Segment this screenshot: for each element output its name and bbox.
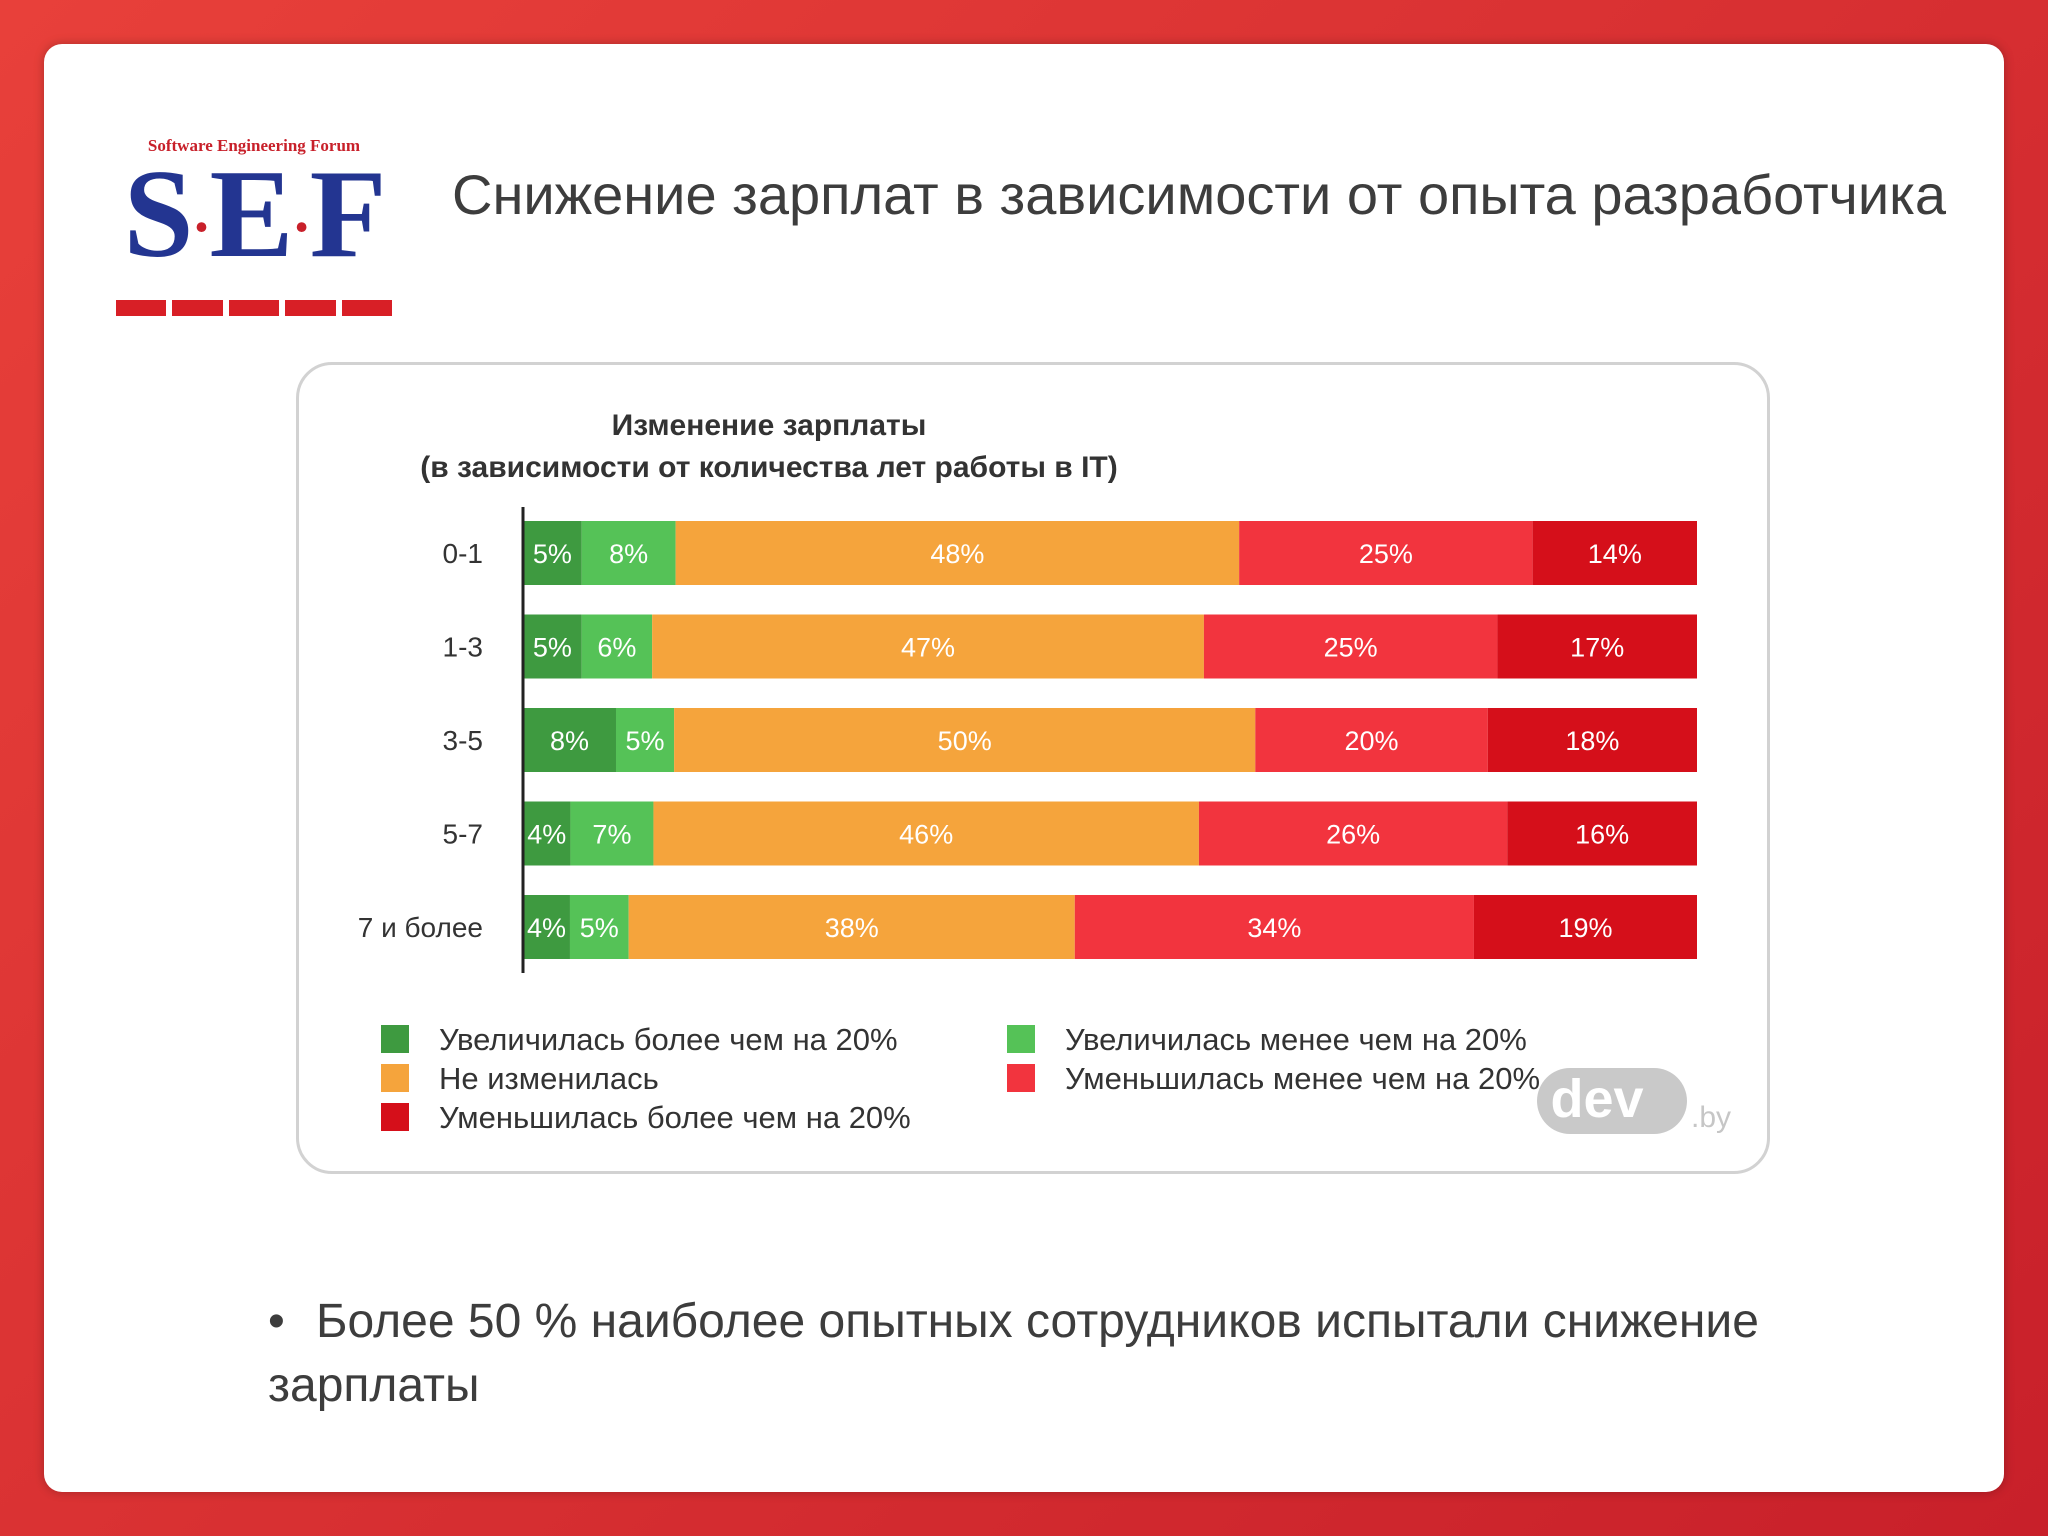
logo-letter-e: E: [209, 145, 294, 284]
bar-label-1-3-series-3: 47%: [901, 633, 955, 663]
bar-segment-0-1-series-5: [1532, 521, 1697, 585]
stacked-bar-chart: Изменение зарплаты (в зависимости от коли…: [358, 409, 1731, 1135]
legend-swatch-5: [381, 1103, 409, 1131]
legend-swatch-2: [1007, 1025, 1035, 1053]
legend-label-2: Увеличилась менее чем на 20%: [1065, 1022, 1527, 1057]
logo-letter-f: F: [309, 145, 387, 284]
legend-swatch-4: [1007, 1064, 1035, 1092]
legend-label-5: Уменьшилась более чем на 20%: [439, 1100, 911, 1135]
bar-label-1-3-series-5: 17%: [1570, 633, 1624, 663]
bar-label-1-3-series-4: 25%: [1324, 633, 1378, 663]
bar-segment-5-7-series-3: [653, 801, 1199, 866]
bar-segment-7-и-более-series-1: [523, 895, 570, 959]
bar-label-5-7-series-1: 4%: [527, 820, 566, 850]
bar-label-7-и-более-series-2: 5%: [580, 913, 619, 943]
logo-stripe: [116, 300, 393, 316]
bar-segment-1-3-series-1: [523, 614, 582, 679]
bar-segment-7-и-более-series-5: [1473, 895, 1697, 959]
logo-dot-2: ·: [291, 194, 312, 261]
bar-label-5-7-series-5: 16%: [1575, 820, 1629, 850]
bar-segment-3-5-series-1: [523, 708, 616, 772]
category-label-5-7: 5-7: [443, 819, 483, 850]
bar-label-3-5-series-5: 18%: [1565, 726, 1619, 756]
slide-title: Снижение зарплат в зависимости от опыта …: [452, 163, 1946, 226]
bar-label-3-5-series-2: 5%: [626, 726, 665, 756]
bar-segment-5-7-series-2: [570, 801, 654, 866]
bar-label-3-5-series-3: 50%: [938, 726, 992, 756]
bar-segment-7-и-более-series-4: [1074, 895, 1474, 959]
bar-segment-0-1-series-1: [523, 521, 582, 585]
sef-logo: Software Engineering Forum S·E·F: [114, 136, 394, 318]
logo-dot-1: ·: [191, 194, 212, 261]
bar-label-5-7-series-4: 26%: [1326, 820, 1380, 850]
bar-label-0-1-series-1: 5%: [533, 539, 572, 569]
watermark-suffix: .by: [1691, 1101, 1731, 1134]
bar-segment-0-1-series-4: [1239, 521, 1533, 585]
category-label-7-и-более: 7 и более: [358, 912, 483, 943]
bar-segment-1-3-series-3: [652, 614, 1204, 679]
bullet-point: • Более 50 % наиболее опытных сотрудников…: [268, 1290, 1908, 1418]
bar-label-3-5-series-4: 20%: [1345, 726, 1399, 756]
logo-letter-s: S: [123, 145, 193, 284]
bar-label-0-1-series-5: 14%: [1588, 539, 1642, 569]
bar-segment-5-7-series-5: [1507, 801, 1697, 866]
bar-label-7-и-более-series-3: 38%: [825, 913, 879, 943]
bar-segment-3-5-series-2: [615, 708, 675, 772]
chart-frame: Изменение зарплаты (в зависимости от коли…: [296, 362, 1770, 1174]
bar-segment-1-3-series-4: [1203, 614, 1498, 679]
bar-segment-3-5-series-3: [674, 708, 1256, 772]
bar-label-1-3-series-1: 5%: [533, 633, 572, 663]
legend-label-4: Уменьшилась менее чем на 20%: [1065, 1061, 1540, 1096]
bar-segment-5-7-series-4: [1198, 801, 1508, 866]
bar-segment-1-3-series-5: [1497, 614, 1697, 679]
bullet-text: Более 50 % наиболее опытных сотрудников …: [268, 1295, 1759, 1412]
watermark-badge: [1537, 1068, 1687, 1134]
bar-label-3-5-series-1: 8%: [550, 726, 589, 756]
logo-letters: S·E·F: [114, 150, 394, 292]
bar-segment-1-3-series-2: [581, 614, 653, 679]
bar-label-0-1-series-2: 8%: [609, 539, 648, 569]
legend-swatch-3: [381, 1064, 409, 1092]
bar-segment-3-5-series-5: [1487, 708, 1697, 772]
bar-segment-7-и-более-series-2: [569, 895, 629, 959]
chart-title-line-1: Изменение зарплаты: [612, 409, 927, 442]
logo-forum-text: Software Engineering Forum: [147, 136, 361, 155]
category-label-3-5: 3-5: [443, 725, 483, 756]
bar-label-1-3-series-2: 6%: [597, 633, 636, 663]
legend-label-3: Не изменилась: [439, 1061, 659, 1096]
bar-label-0-1-series-4: 25%: [1359, 539, 1413, 569]
bar-segment-5-7-series-1: [523, 801, 571, 866]
legend-swatch-1: [381, 1025, 409, 1053]
bullet-mark: •: [268, 1295, 285, 1348]
bar-label-7-и-более-series-1: 4%: [527, 913, 566, 943]
bar-segment-0-1-series-3: [675, 521, 1240, 585]
bar-label-7-и-более-series-4: 34%: [1247, 913, 1301, 943]
watermark-brand: dev: [1550, 1069, 1643, 1129]
bar-segment-7-и-более-series-3: [628, 895, 1075, 959]
bar-label-5-7-series-3: 46%: [899, 820, 953, 850]
bar-segment-0-1-series-2: [581, 521, 676, 585]
legend-label-1: Увеличилась более чем на 20%: [439, 1022, 898, 1057]
bar-label-0-1-series-3: 48%: [930, 539, 984, 569]
category-label-1-3: 1-3: [443, 632, 483, 663]
category-label-0-1: 0-1: [443, 538, 483, 569]
chart-title-line-2: (в зависимости от количества лет работы …: [420, 451, 1118, 484]
bar-segment-3-5-series-4: [1255, 708, 1488, 772]
bar-label-5-7-series-2: 7%: [592, 820, 631, 850]
bar-label-7-и-более-series-5: 19%: [1558, 913, 1612, 943]
